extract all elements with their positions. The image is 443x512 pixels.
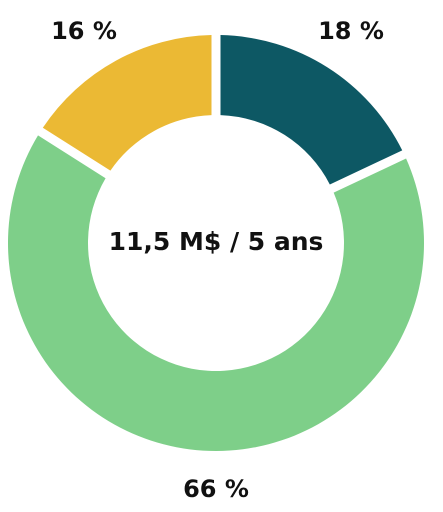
donut-slice-label-1: 18 %	[318, 17, 384, 45]
donut-center-label: 11,5 M$ / 5 ans	[109, 227, 324, 256]
donut-slice-label-3: 16 %	[51, 17, 117, 45]
donut-slice-2	[8, 135, 425, 451]
donut-slice-labels: 18 % 66 % 16 %	[51, 17, 384, 503]
donut-slices	[8, 35, 425, 451]
donut-slice-3	[42, 35, 212, 171]
donut-slice-1	[220, 35, 403, 185]
donut-slice-label-2: 66 %	[183, 475, 249, 503]
